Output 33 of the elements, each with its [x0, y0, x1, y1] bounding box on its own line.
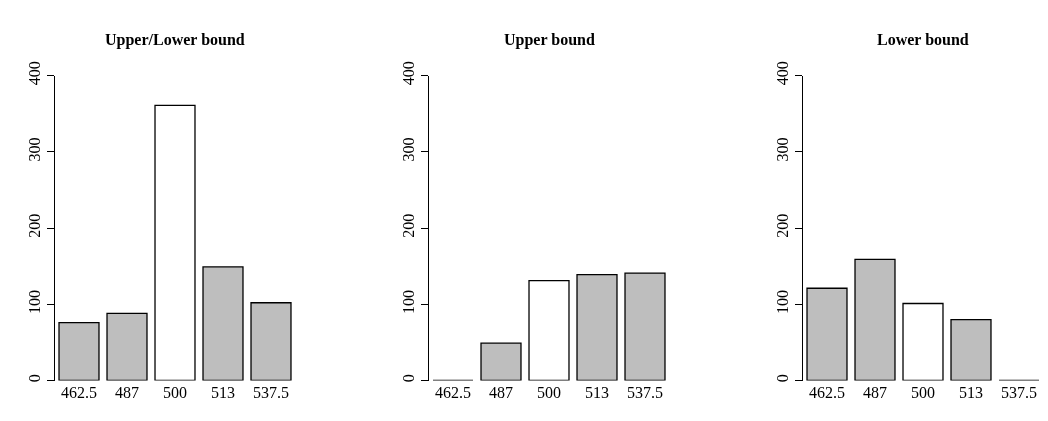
y-tick-label: 0 [774, 374, 792, 383]
x-tick-label: 537.5 [253, 383, 289, 401]
x-tick-label: 513 [959, 383, 983, 401]
y-tick-label: 0 [26, 374, 44, 383]
y-tick-label: 400 [774, 61, 792, 86]
x-tick-label: 537.5 [627, 383, 663, 401]
x-tick-label: 500 [911, 383, 935, 401]
x-tick-label: 537.5 [1001, 383, 1037, 401]
y-tick-label: 400 [26, 61, 44, 86]
x-tick-label: 500 [537, 383, 561, 401]
x-tick-label: 513 [211, 383, 235, 401]
chart-title: Lower bound [877, 31, 969, 48]
y-tick-label: 300 [26, 137, 44, 162]
x-tick-label: 513 [585, 383, 609, 401]
y-tick-label: 200 [26, 213, 44, 238]
y-tick-label: 300 [774, 137, 792, 162]
y-tick-label: 0 [400, 374, 418, 383]
x-tick-label: 500 [163, 383, 187, 401]
y-tick-label: 200 [774, 213, 792, 238]
x-tick-label: 487 [115, 383, 139, 401]
x-tick-label: 462.5 [61, 383, 97, 401]
y-tick-label: 400 [400, 61, 418, 86]
x-tick-label: 462.5 [435, 383, 471, 401]
chart-title: Upper/Lower bound [105, 31, 245, 49]
y-tick-label: 100 [26, 289, 44, 314]
y-tick-label: 300 [400, 137, 418, 162]
x-tick-label: 462.5 [809, 383, 845, 401]
x-tick-label: 487 [489, 383, 513, 401]
y-tick-label: 100 [774, 289, 792, 314]
chart-title: Upper bound [504, 31, 595, 49]
y-tick-label: 100 [400, 289, 418, 314]
x-tick-label: 487 [863, 383, 887, 401]
y-tick-label: 200 [400, 213, 418, 238]
